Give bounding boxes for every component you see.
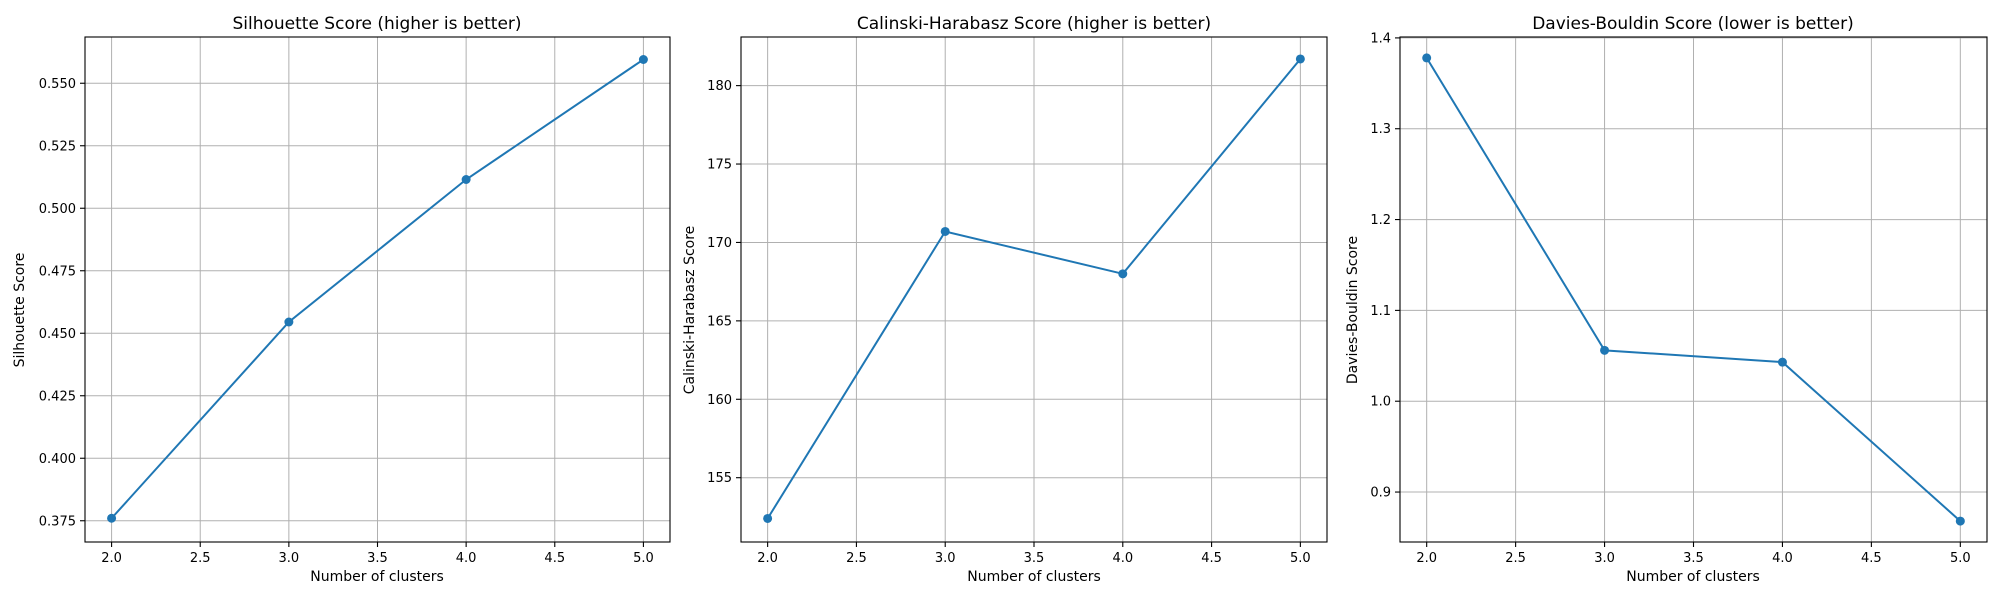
data-point-0 xyxy=(1422,53,1432,63)
x-axis-label: Number of clusters xyxy=(310,569,444,585)
x-tick-label-1: 2.5 xyxy=(846,551,867,566)
chart-title: Silhouette Score (higher is better) xyxy=(232,14,521,34)
data-point-2 xyxy=(1777,357,1787,367)
y-tick-label-4: 175 xyxy=(707,158,732,173)
series-line xyxy=(1425,57,1961,522)
y-tick-label-3: 170 xyxy=(707,236,732,251)
y-tick-label-2: 165 xyxy=(707,314,732,329)
x-tick-label-3: 3.5 xyxy=(1024,551,1045,566)
y-tick-label-1: 0.400 xyxy=(39,452,76,467)
y-tick-label-5: 1.4 xyxy=(1370,31,1391,46)
x-tick-label-2: 3.0 xyxy=(279,551,300,566)
x-tick-label-4: 4.0 xyxy=(1772,551,1793,566)
x-tick-label-0: 2.0 xyxy=(101,551,122,566)
chart-davies-bouldin: Davies-Bouldin Score (lower is better) N… xyxy=(1345,14,1988,585)
x-tick-label-4: 4.0 xyxy=(456,551,477,566)
y-tick-label-3: 1.2 xyxy=(1370,213,1391,228)
x-tick-label-3: 3.5 xyxy=(367,551,388,566)
data-point-3 xyxy=(1295,54,1305,64)
y-tick-label-7: 0.550 xyxy=(39,77,76,92)
x-tick-label-5: 4.5 xyxy=(544,551,565,566)
y-tick-label-2: 0.425 xyxy=(39,389,76,404)
data-point-3 xyxy=(638,55,648,64)
y-axis-label: Silhouette Score xyxy=(12,253,28,368)
y-tick-label-4: 0.475 xyxy=(39,264,76,279)
y-tick-label-0: 0.375 xyxy=(39,514,76,529)
x-axis-label: Number of clusters xyxy=(1626,569,1760,585)
chart-silhouette: Silhouette Score (higher is better) Numb… xyxy=(12,14,671,585)
data-point-1 xyxy=(940,226,950,236)
x-tick-label-6: 5.0 xyxy=(1950,551,1971,566)
y-tick-label-0: 155 xyxy=(707,471,732,486)
x-tick-label-6: 5.0 xyxy=(633,551,654,566)
y-tick-label-5: 180 xyxy=(707,79,732,94)
y-tick-label-1: 160 xyxy=(707,393,732,408)
x-tick-label-0: 2.0 xyxy=(1416,551,1437,566)
y-tick-label-2: 1.1 xyxy=(1370,304,1391,319)
y-axis-label: Davies-Bouldin Score xyxy=(1345,236,1361,384)
x-tick-label-5: 4.5 xyxy=(1201,551,1222,566)
y-tick-label-0: 0.9 xyxy=(1370,486,1391,501)
x-tick-label-2: 3.0 xyxy=(935,551,956,566)
chart-calinski-harabasz: Calinski-Harabasz Score (higher is bette… xyxy=(682,14,1328,585)
data-point-2 xyxy=(461,175,471,184)
data-point-2 xyxy=(1118,269,1128,279)
y-tick-label-5: 0.500 xyxy=(39,202,76,217)
x-tick-label-3: 3.5 xyxy=(1683,551,1704,566)
series-line xyxy=(110,58,644,519)
x-axis-label: Number of clusters xyxy=(967,569,1101,585)
y-tick-label-4: 1.3 xyxy=(1370,122,1391,137)
y-axis-label: Calinski-Harabasz Score xyxy=(682,226,698,395)
chart-title: Davies-Bouldin Score (lower is better) xyxy=(1532,14,1854,34)
y-tick-label-6: 0.525 xyxy=(39,139,76,154)
x-tick-label-2: 3.0 xyxy=(1594,551,1615,566)
data-point-0 xyxy=(107,513,117,523)
y-tick-label-1: 1.0 xyxy=(1370,395,1391,410)
x-tick-label-1: 2.5 xyxy=(1505,551,1526,566)
chart-title: Calinski-Harabasz Score (higher is bette… xyxy=(857,14,1211,34)
x-tick-label-0: 2.0 xyxy=(757,551,778,566)
data-point-3 xyxy=(1955,516,1965,526)
x-tick-label-4: 4.0 xyxy=(1112,551,1133,566)
data-point-1 xyxy=(1600,345,1610,355)
x-tick-label-6: 5.0 xyxy=(1290,551,1311,566)
data-point-0 xyxy=(763,513,773,523)
x-tick-label-5: 4.5 xyxy=(1861,551,1882,566)
y-tick-label-3: 0.450 xyxy=(39,327,76,342)
series-line xyxy=(766,58,1302,520)
x-tick-label-1: 2.5 xyxy=(190,551,211,566)
data-point-1 xyxy=(284,317,294,327)
